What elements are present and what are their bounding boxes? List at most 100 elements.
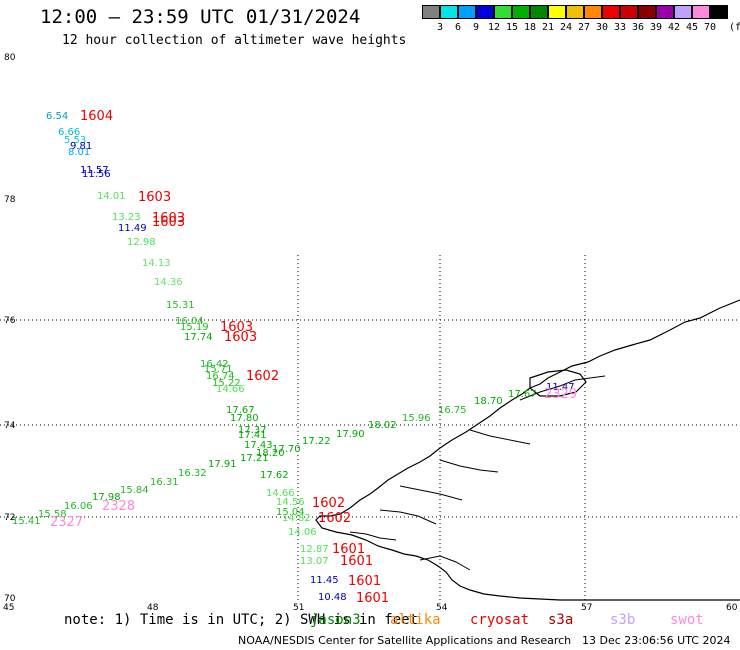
- greenland-coastline: [315, 299, 740, 601]
- lat-label-72: 72: [4, 513, 15, 523]
- wave-height-value: 16.06: [64, 501, 93, 512]
- wave-height-value: 16.04: [175, 316, 204, 327]
- footnote: note: 1) Time is in UTC; 2) SWH is in fe…: [64, 612, 419, 628]
- footer-organization: NOAA/NESDIS Center for Satellite Applica…: [238, 634, 572, 647]
- lat-label-74: 74: [4, 421, 16, 431]
- wave-height-value: 17.91: [208, 459, 237, 470]
- wave-height-value: 17.22: [302, 436, 331, 447]
- wave-height-value: 11.49: [118, 223, 147, 234]
- graticule: [0, 255, 740, 600]
- legend-label: 33: [613, 22, 627, 33]
- legend-swatch: [548, 5, 566, 19]
- coast-inlets: [349, 375, 606, 571]
- pass-time-label: 1603: [152, 211, 185, 226]
- wave-height-value: 12.98: [127, 237, 156, 248]
- wave-height-value: 16.75: [438, 405, 467, 416]
- wave-height-value: 16.74: [206, 371, 235, 382]
- legend-swatch: [710, 5, 728, 19]
- wave-height-value: 6.66: [58, 127, 80, 138]
- wave-height-value: 14.66: [216, 384, 245, 395]
- wave-height-value: 15.41: [12, 516, 41, 527]
- wave-height-value: 17.37: [238, 425, 267, 436]
- pass-time-label: 2329: [544, 387, 577, 402]
- wave-height-value: 11.56: [82, 169, 111, 180]
- wave-height-value: 13.07: [300, 556, 329, 567]
- legend-label: 36: [631, 22, 645, 33]
- lon-label-60: 60: [726, 603, 738, 613]
- wave-height-value: 11.57: [80, 165, 109, 176]
- lon-label-48: 48: [147, 603, 159, 613]
- legend-label: 9: [472, 22, 480, 33]
- wave-height-value: 14.13: [142, 258, 171, 269]
- legend-label: 45: [685, 22, 699, 33]
- legend-label: 12: [487, 22, 501, 33]
- wave-height-value: 6.54: [46, 111, 68, 122]
- legend-label: 21: [541, 22, 555, 33]
- wave-height-value: 11.47: [546, 382, 575, 393]
- pass-time-label: 1603: [152, 215, 185, 230]
- legend-label: 39: [649, 22, 663, 33]
- wave-height-value: 15.19: [180, 322, 209, 333]
- pass-time-label: 1601: [332, 542, 365, 557]
- footer-timestamp: 13 Dec 23:06:56 UTC 2024: [582, 634, 731, 647]
- pass-time-label: 2328: [102, 499, 135, 514]
- legend-swatch: [656, 5, 674, 19]
- legend-label: 3: [436, 22, 444, 33]
- wave-height-value: 18.20: [256, 448, 285, 459]
- wave-height-value: 8.01: [68, 147, 90, 158]
- wave-height-value: 15.96: [402, 413, 431, 424]
- legend-swatch: [566, 5, 584, 19]
- satellite-jason3: jason3: [310, 612, 361, 628]
- wave-height-value: 17.90: [336, 429, 365, 440]
- pass-time-label: 1602: [312, 496, 345, 511]
- lon-label-54: 54: [436, 603, 448, 613]
- wave-height-value: 14.06: [288, 527, 317, 538]
- wave-height-value: 17.80: [230, 413, 259, 424]
- pass-time-label: 1601: [340, 554, 373, 569]
- wave-height-value: 14.01: [97, 191, 126, 202]
- legend-swatch: [692, 5, 710, 19]
- wave-height-value: 13.23: [112, 212, 141, 223]
- wave-height-value: 16.31: [150, 477, 179, 488]
- wave-height-value: 15.04: [276, 507, 305, 518]
- wave-height-value: 17.43: [244, 440, 273, 451]
- wave-height-value: 18.70: [474, 396, 503, 407]
- pass-time-label: 1602: [246, 369, 279, 384]
- pass-time-label: 1603: [138, 190, 171, 205]
- pass-time-label: 1603: [220, 320, 253, 335]
- legend-label: 24: [559, 22, 573, 33]
- legend-label: 42: [667, 22, 681, 33]
- wave-height-value: 15.84: [120, 485, 149, 496]
- pass-time-label: 1604: [80, 109, 113, 124]
- legend-label: 70: [703, 22, 717, 33]
- legend-swatch: [422, 5, 440, 19]
- satellite-swot: swot: [670, 612, 704, 628]
- legend-label: 6: [454, 22, 462, 33]
- wave-height-value: 16.42: [200, 359, 229, 370]
- wave-height-value: 15.22: [212, 378, 241, 389]
- legend-swatch: [494, 5, 512, 19]
- legend-swatch: [476, 5, 494, 19]
- wave-height-value: 18.02: [368, 420, 397, 431]
- pass-time-label: 2327: [50, 515, 83, 530]
- legend-swatch: [638, 5, 656, 19]
- wave-height-value: 12.87: [300, 544, 329, 555]
- wave-height-value: 15.58: [38, 509, 67, 520]
- wave-height-value: 17.98: [92, 492, 121, 503]
- legend-swatch: [674, 5, 692, 19]
- wave-height-value: 11.45: [310, 575, 339, 586]
- pass-time-label: 1603: [224, 330, 257, 345]
- legend-swatch: [602, 5, 620, 19]
- wave-height-value: 17.67: [508, 389, 537, 400]
- wave-height-value: 17.70: [272, 444, 301, 455]
- lon-label-45: 45: [3, 603, 14, 613]
- legend-swatch: [458, 5, 476, 19]
- wave-height-value: 17.67: [226, 405, 255, 416]
- wave-height-value: 17.74: [184, 332, 213, 343]
- lon-label-51: 51: [293, 603, 304, 613]
- legend-label: 18: [523, 22, 537, 33]
- satellite-s3b: s3b: [610, 612, 636, 628]
- satellite-cryosat: cryosat: [470, 612, 530, 628]
- pass-time-label: 1601: [348, 574, 381, 589]
- wave-height-value: 17.21: [240, 453, 269, 464]
